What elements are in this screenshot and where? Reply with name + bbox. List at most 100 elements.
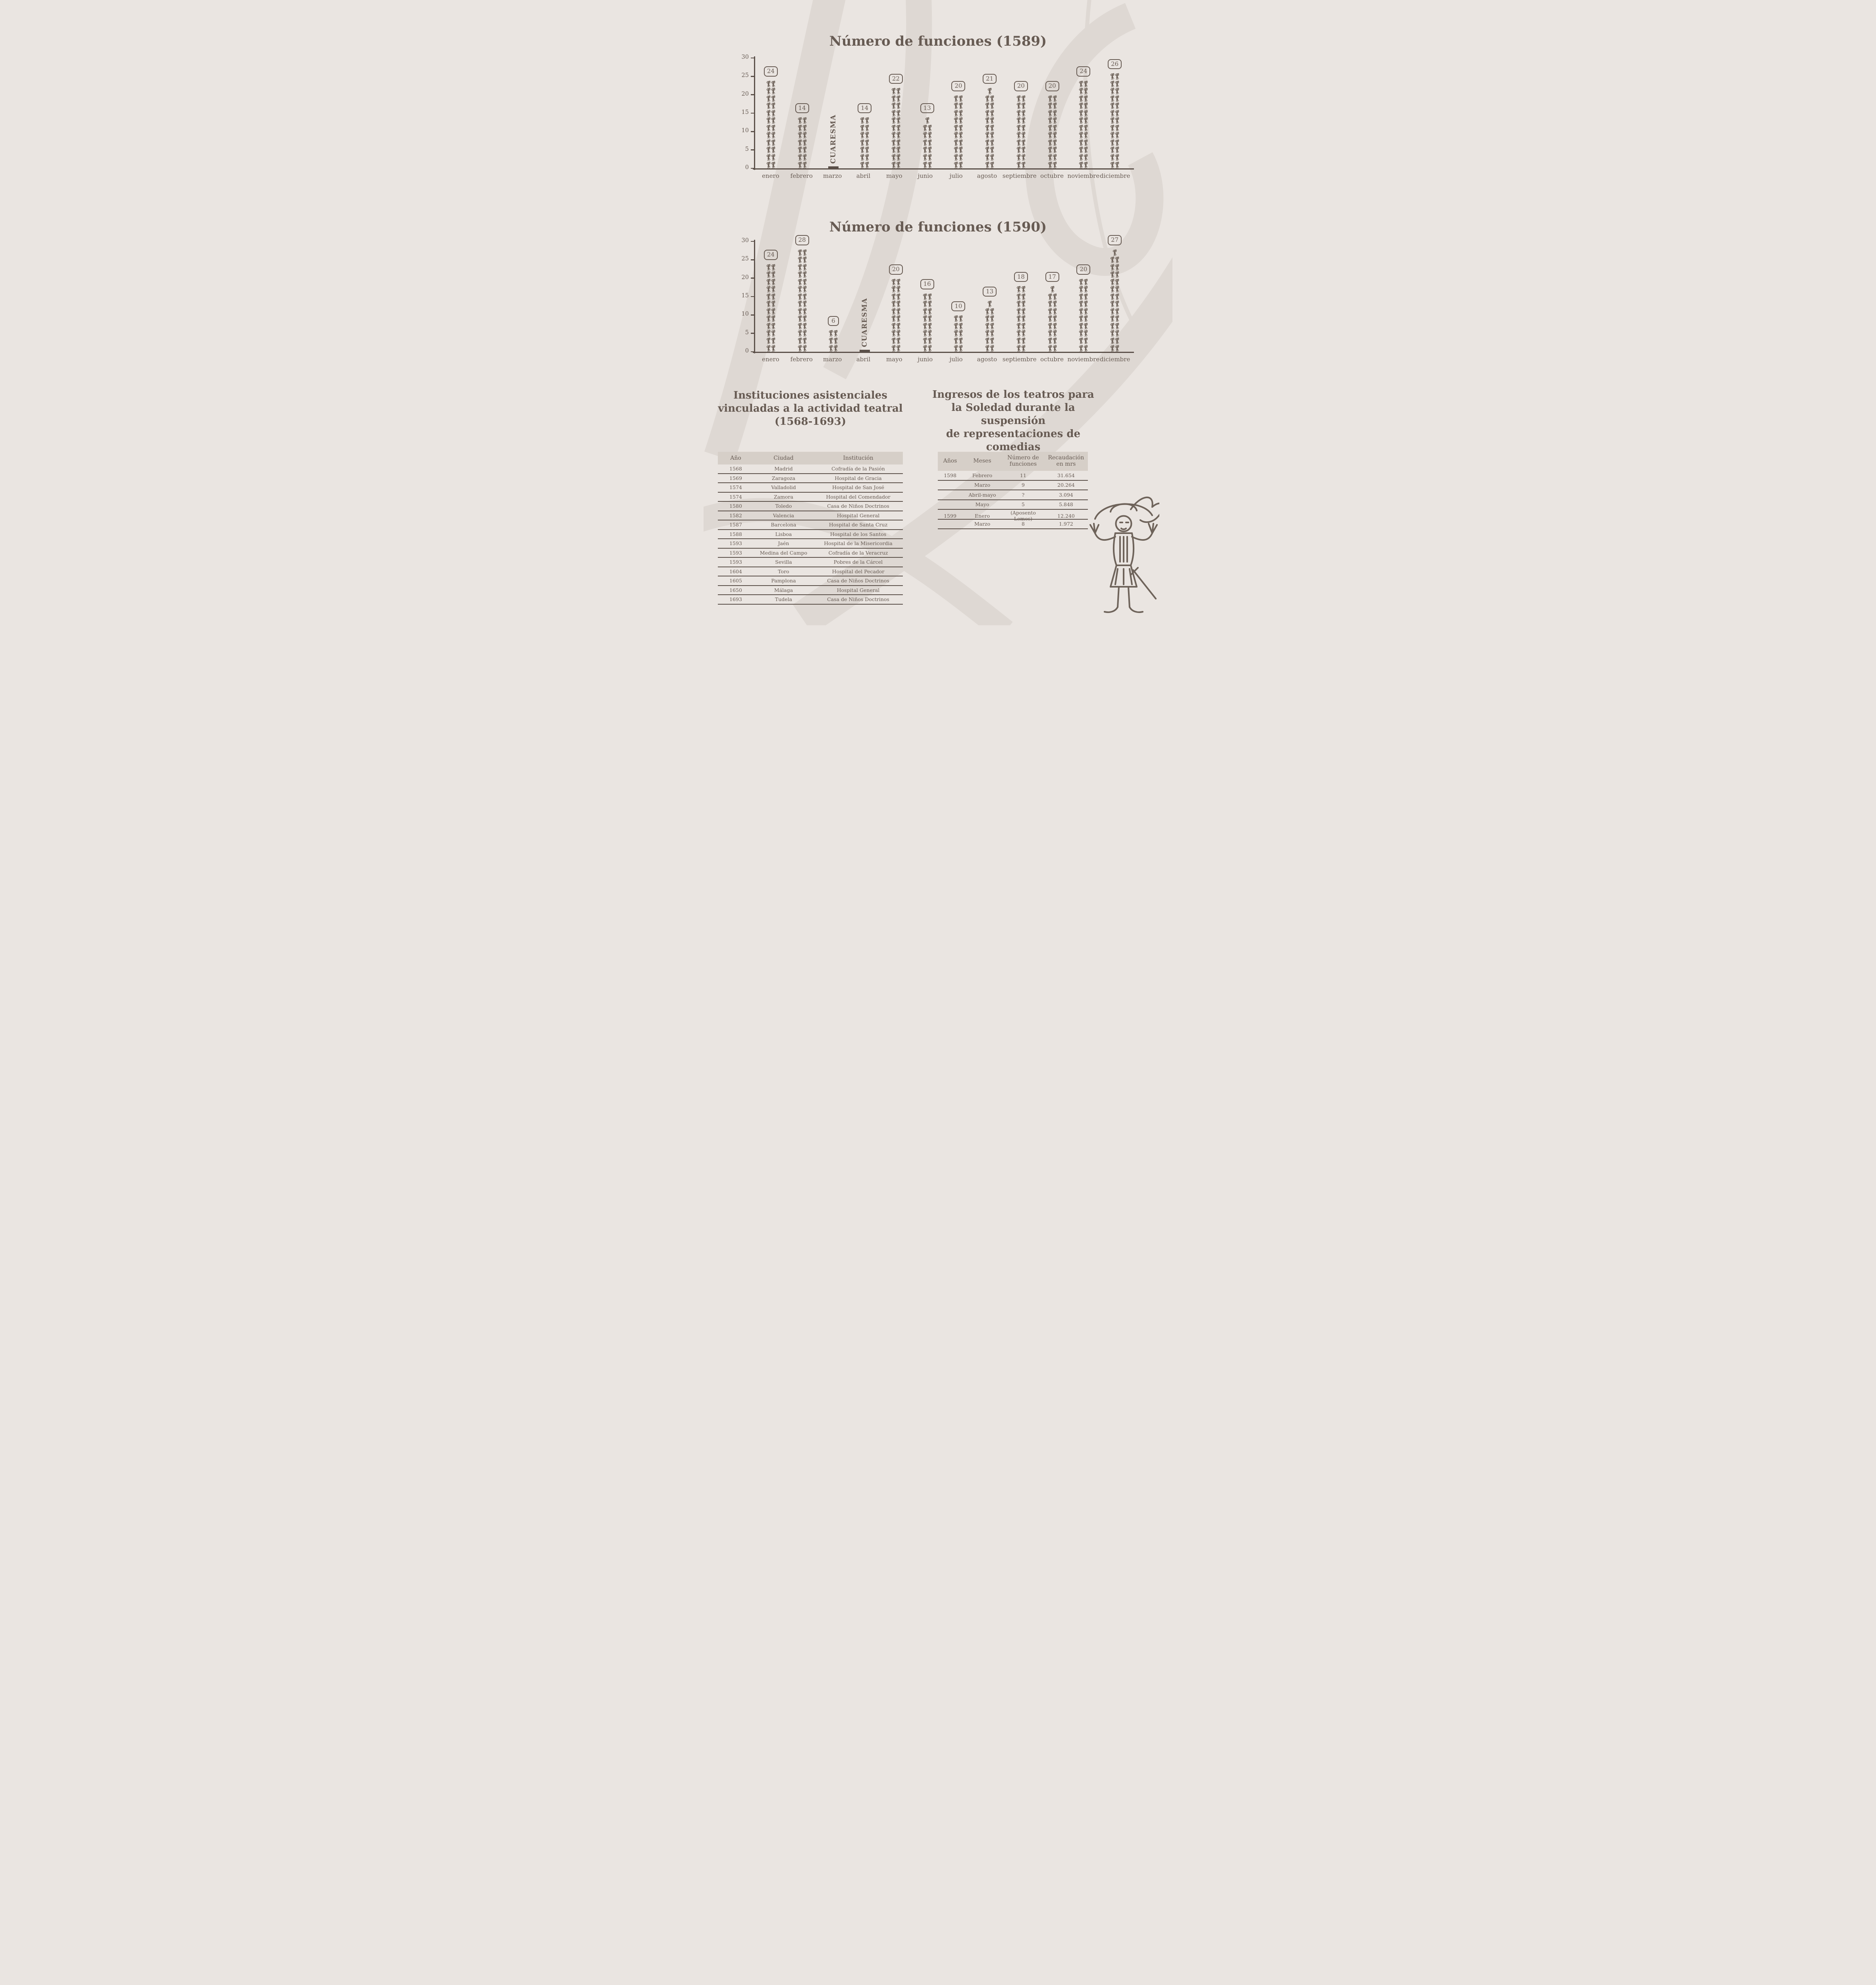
cavalier-pictogram-icon [766,286,771,293]
pictogram-row [1110,146,1119,154]
cavalier-pictogram-icon [766,117,771,124]
cavalier-pictogram-icon [771,154,775,161]
cavalier-pictogram-icon [954,162,958,169]
pictogram-row [923,124,932,132]
cavalier-pictogram-icon [1084,330,1088,337]
cavalier-pictogram-icon [1084,154,1088,161]
y-tick [751,57,754,59]
cavalier-pictogram-icon [1053,315,1057,322]
pictogram-row [1079,161,1088,168]
x-axis-labels: enero febrero marzo abril mayo junio julio agos… [755,172,1130,179]
table-header-cell: Meses [973,458,991,464]
pictogram-row [860,139,869,146]
pictogram-row [985,131,994,139]
cavalier-pictogram-icon [896,162,900,169]
pictogram-row [798,308,807,315]
cavalier-pictogram-icon [1021,117,1026,124]
cavalier-pictogram-icon [891,132,896,139]
cavalier-pictogram-icon [927,345,932,352]
count-badge: 14 [795,103,809,114]
cavalier-pictogram-icon [1053,323,1057,330]
cavalier-pictogram-icon [891,125,896,132]
cavalier-pictogram-icon [771,102,775,110]
cavalier-pictogram-icon [1048,330,1052,337]
pictogram-row [985,344,994,352]
table-row: 1650 Málaga Hospital General [718,586,903,595]
cavalier-pictogram-icon [802,139,807,146]
cavalier-pictogram-icon [766,279,771,286]
cavalier-pictogram-icon [1084,146,1088,154]
cavalier-pictogram-icon [1084,102,1088,110]
cavalier-pictogram-icon [1048,323,1052,330]
month-label: marzo [823,356,842,363]
cavalier-pictogram-icon [985,110,989,117]
cavalier-pictogram-icon [860,117,864,124]
pictogram-row [923,161,932,168]
pictogram-column: 21 [974,73,1005,168]
y-tick-label: 20 [741,274,749,281]
cavalier-pictogram-icon [798,125,802,132]
pictogram-column: 20 [880,264,912,352]
cavalier-pictogram-icon [891,308,896,315]
count-badge: 13 [920,103,934,114]
pictogram-row [798,131,807,139]
pictogram-row [891,293,900,301]
cavalier-pictogram-icon [771,146,775,154]
pictogram-row [1110,117,1119,124]
table-cell: 1582 [729,512,742,518]
count-badge: 20 [889,264,903,275]
cavalier-pictogram-icon [1053,293,1057,301]
table-header-cell: Año [730,455,741,461]
cavalier-pictogram-icon [958,117,963,124]
pictogram-row [798,256,807,264]
table-header-row: Años Meses Número de funciones Recaudación … [938,452,1088,471]
cavalier-pictogram-icon [766,146,771,154]
pictogram-row [798,139,807,146]
pictogram-row [1048,131,1057,139]
cavalier-pictogram-icon [1115,345,1119,352]
cavalier-pictogram-icon [771,95,775,102]
month-label: enero [762,356,779,363]
cavalier-pictogram-icon [1110,256,1114,264]
pictogram-row [766,315,775,322]
cavalier-pictogram-icon [802,117,807,124]
cavalier-pictogram-icon [927,125,932,132]
cavalier-pictogram-icon [798,337,802,345]
pictogram-row [1048,95,1057,102]
cavalier-pictogram-icon [1115,308,1119,315]
pictogram-row [1048,330,1057,337]
table-row: 1588 Lisboa Hospital de los Santos [718,530,903,539]
cavalier-pictogram-icon [923,125,927,132]
pictogram-row [954,315,963,322]
cavalier-pictogram-icon [958,102,963,110]
cavalier-pictogram-icon [1016,117,1021,124]
table-cell: Hospital de San José [832,484,885,491]
cavalier-pictogram-icon [860,162,864,169]
cavalier-pictogram-icon [985,139,989,146]
cavalier-pictogram-icon [860,154,864,161]
cavalier-pictogram-icon [954,117,958,124]
pictogram-row [1048,300,1057,308]
pictogram-row [1110,315,1119,322]
cavalier-pictogram-icon [891,279,896,286]
pictogram-row [1079,293,1088,301]
pictogram-row [798,285,807,293]
month-label: septiembre [1002,356,1037,363]
cavalier-pictogram-icon [1110,337,1114,345]
cavalier-pictogram-icon [1079,330,1083,337]
cavalier-pictogram-icon [1084,88,1088,95]
table-cell: Marzo [974,521,991,527]
cavalier-pictogram-icon [1084,110,1088,117]
cavalier-pictogram-icon [771,132,775,139]
pictogram-row [891,102,900,110]
cavalier-pictogram-icon [1053,117,1057,124]
cavalier-pictogram-icon [896,337,900,345]
cavalier-pictogram-icon [891,286,896,293]
month-label: agosto [977,172,997,179]
table-cell: Medina del Campo [760,549,808,556]
cuaresma-bar [828,166,839,168]
pictogram-column: 6 [818,316,849,352]
cavalier-pictogram-icon [802,249,807,256]
pictogram-row [1016,337,1026,345]
cavalier-pictogram-icon [1115,315,1119,322]
